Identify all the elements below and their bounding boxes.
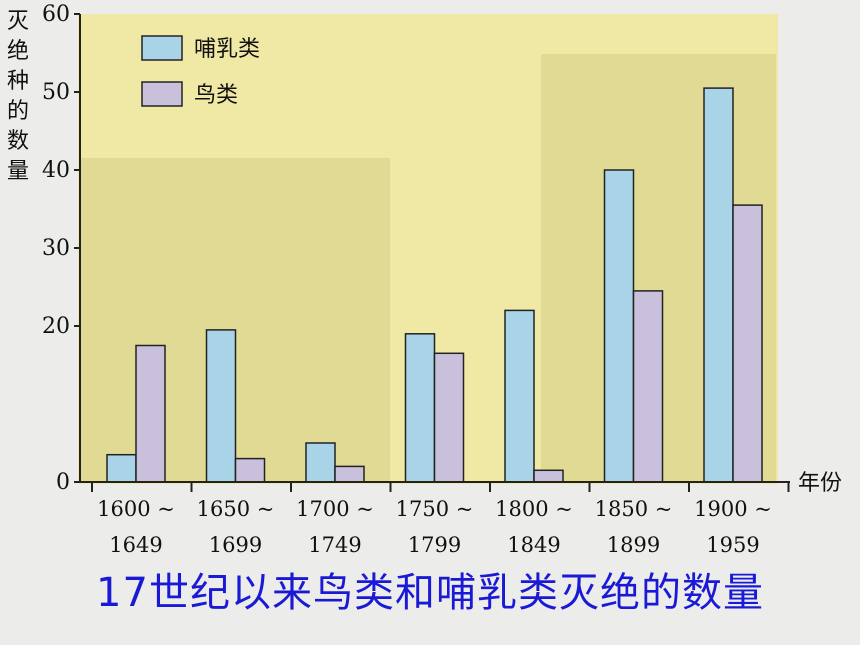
legend-label: 鸟类 bbox=[194, 83, 238, 108]
y-tick-label: 20 bbox=[42, 314, 70, 339]
x-tick-label: 1700 ~ bbox=[296, 497, 374, 521]
x-axis-label: 年份 bbox=[798, 471, 842, 496]
y-tick-label: 60 bbox=[42, 2, 70, 27]
x-tick-label: 1649 bbox=[109, 533, 162, 557]
y-tick-label: 40 bbox=[42, 158, 70, 183]
x-tick-label: 1799 bbox=[408, 533, 461, 557]
bar-bird-5 bbox=[632, 290, 664, 483]
legend-label: 哺乳类 bbox=[194, 37, 260, 62]
bar-mammal-1 bbox=[205, 329, 237, 483]
legend-swatch bbox=[141, 35, 183, 61]
x-tick-label: 1699 bbox=[209, 533, 262, 557]
bars-group bbox=[106, 87, 763, 483]
bar-mammal-2 bbox=[305, 442, 336, 483]
bar-mammal-5 bbox=[603, 169, 635, 483]
y-ticks-group: 0 20 30 40 50 60 bbox=[42, 2, 80, 495]
bar-mammal-6 bbox=[703, 87, 734, 483]
bar-bird-1 bbox=[234, 457, 266, 483]
y-axis-label-char: 量 bbox=[7, 159, 29, 184]
y-axis-label-char: 绝 bbox=[7, 39, 29, 64]
y-tick-label: 30 bbox=[42, 236, 70, 261]
y-axis-label-char: 的 bbox=[7, 99, 29, 124]
bar-bird-3 bbox=[433, 352, 465, 483]
x-tick-label: 1899 bbox=[607, 533, 660, 557]
x-tick-label: 1750 ~ bbox=[396, 497, 474, 521]
x-tick-label: 1959 bbox=[706, 533, 759, 557]
legend-swatch bbox=[141, 81, 183, 107]
x-tick-label: 1600 ~ bbox=[97, 497, 175, 521]
bar-bird-4 bbox=[533, 469, 564, 483]
x-tick-label: 1849 bbox=[507, 533, 560, 557]
bar-mammal-4 bbox=[504, 309, 535, 483]
bar-mammal-0 bbox=[106, 453, 137, 483]
y-axis-label-char: 种 bbox=[7, 69, 29, 94]
x-ticks-group: 1600 ~ 1649 1650 ~ 1699 1700 ~ 1749 1750 ~ 1799… bbox=[91, 482, 790, 557]
bar-mammal-3 bbox=[404, 333, 436, 483]
y-tick-label: 0 bbox=[56, 470, 70, 495]
y-axis-label-char: 数 bbox=[7, 129, 29, 154]
x-tick-label: 1900 ~ bbox=[694, 497, 772, 521]
x-tick-label: 1650 ~ bbox=[197, 497, 275, 521]
bar-bird-2 bbox=[334, 465, 365, 483]
y-tick-label: 50 bbox=[42, 80, 70, 105]
x-tick-label: 1749 bbox=[308, 533, 361, 557]
x-tick-label: 1850 ~ bbox=[595, 497, 673, 521]
x-tick-label: 1800 ~ bbox=[495, 497, 573, 521]
y-axis-label-char: 灭 bbox=[7, 9, 29, 34]
chart-title: 17世纪以来鸟类和哺乳类灭绝的数量 bbox=[96, 570, 764, 616]
bar-bird-6 bbox=[732, 204, 763, 483]
bar-bird-0 bbox=[135, 344, 166, 483]
